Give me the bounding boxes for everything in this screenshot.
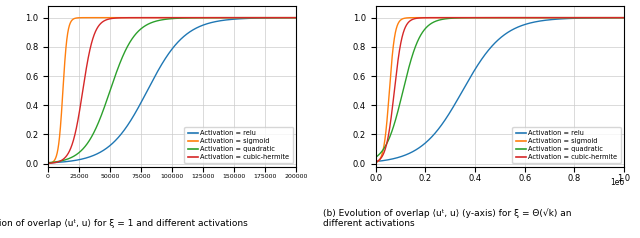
Legend: Activation = relu, Activation = sigmoid, Activation = quadratic, Activation = cu: Activation = relu, Activation = sigmoid,…: [512, 127, 621, 163]
Text: (b) Evolution of overlap ⟨uᵗ, u⟩ (y-axis) for ξ = Θ(√k) an
different activations: (b) Evolution of overlap ⟨uᵗ, u⟩ (y-axis…: [323, 208, 572, 228]
Text: (a) Evolution of overlap ⟨uᵗ, u⟩ for ξ = 1 and different activations: (a) Evolution of overlap ⟨uᵗ, u⟩ for ξ =…: [0, 219, 248, 228]
Legend: Activation = relu, Activation = sigmoid, Activation = quadratic, Activation = cu: Activation = relu, Activation = sigmoid,…: [184, 127, 293, 163]
Text: 1e6: 1e6: [610, 178, 624, 187]
